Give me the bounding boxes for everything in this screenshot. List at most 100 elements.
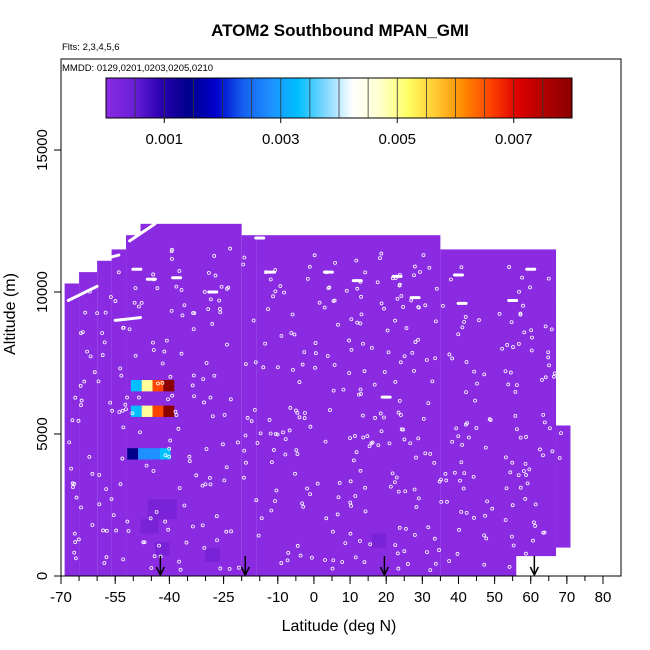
measurement-point: [331, 558, 336, 563]
x-tick-label-8: 30: [414, 589, 431, 606]
measurement-point: [184, 540, 189, 545]
measurement-point: [82, 379, 87, 384]
measurement-point: [167, 446, 172, 451]
measurement-point: [369, 441, 374, 446]
measurement-point: [509, 534, 514, 539]
measurement-point: [130, 411, 135, 416]
measurement-point: [358, 468, 363, 473]
measurement-point: [361, 435, 366, 440]
measurement-point: [522, 469, 526, 474]
x-tick-label-3: -25: [213, 589, 235, 606]
measurement-point: [225, 286, 229, 291]
measurement-point: [101, 528, 105, 533]
measurement-point: [402, 437, 407, 442]
measurement-point: [123, 402, 128, 407]
measurement-point: [132, 300, 137, 305]
flight-track-0: [66, 284, 99, 303]
highlight-cell-3-0: [141, 337, 186, 349]
measurement-point: [208, 482, 213, 487]
measurement-point: [410, 351, 415, 355]
measurement-point: [151, 340, 155, 345]
measurement-point: [513, 413, 518, 418]
measurement-point: [459, 460, 464, 465]
measurement-point: [70, 481, 75, 486]
measurement-point: [396, 489, 401, 494]
measurement-point: [138, 430, 142, 435]
measurement-point: [506, 382, 511, 387]
measurement-point: [160, 380, 165, 385]
measurement-point: [458, 478, 462, 483]
measurement-point: [109, 497, 114, 502]
measurement-point: [190, 383, 195, 388]
measurement-point: [78, 383, 83, 388]
measurement-point: [538, 447, 542, 452]
measurement-point: [225, 342, 229, 347]
no-data-gap-1: [516, 556, 560, 576]
measurement-point: [516, 341, 521, 346]
measurement-point: [163, 519, 168, 524]
measurement-point: [401, 305, 406, 309]
measurement-point: [428, 568, 433, 573]
measurement-point: [228, 246, 232, 251]
flight-track-2: [106, 253, 121, 260]
measurement-point: [475, 381, 479, 386]
measurement-point: [343, 541, 348, 546]
measurement-point: [520, 275, 524, 280]
measurement-point: [151, 348, 156, 352]
measurement-point: [412, 368, 416, 373]
measurement-point: [464, 390, 468, 395]
measurement-point: [437, 548, 441, 552]
measurement-point: [393, 379, 398, 384]
flight-marker-arrow-3: [529, 566, 540, 577]
y-axis-label: Altitude (m): [2, 273, 19, 355]
measurement-point: [312, 253, 317, 258]
x-tick-label-2: -40: [159, 589, 181, 606]
measurement-point: [255, 441, 260, 445]
measurement-point: [142, 540, 147, 545]
measurement-point: [408, 441, 413, 446]
measurement-point: [293, 471, 297, 476]
measurement-point: [242, 448, 247, 453]
measurement-point: [303, 411, 307, 415]
measurement-point: [510, 460, 515, 465]
measurement-point: [523, 461, 528, 466]
data-column-6: [241, 235, 257, 576]
measurement-point: [393, 543, 398, 548]
measurement-point: [425, 550, 429, 555]
measurement-point: [472, 369, 477, 374]
measurement-point: [191, 373, 196, 378]
darker-cell-0: [140, 519, 159, 534]
measurement-point: [335, 512, 340, 517]
measurement-point: [237, 565, 241, 570]
measurement-point: [168, 374, 173, 379]
measurement-point: [485, 499, 489, 504]
measurement-point: [157, 543, 161, 548]
measurement-point: [88, 354, 93, 359]
measurement-point: [454, 426, 459, 431]
measurement-point: [266, 307, 270, 312]
data-column-0: [64, 283, 80, 576]
measurement-point: [149, 566, 154, 570]
measurement-point: [180, 313, 185, 318]
flights-label: Flts: 2,3,4,5,6: [62, 42, 120, 53]
measurement-point: [177, 269, 182, 273]
measurement-point: [204, 447, 209, 451]
data-column-2: [97, 260, 112, 576]
measurement-point: [139, 300, 144, 305]
measurement-point: [348, 436, 352, 441]
measurement-point: [221, 442, 225, 447]
no-data-gap-2: [559, 547, 571, 576]
measurement-point: [104, 487, 109, 491]
measurement-point: [102, 561, 107, 565]
measurement-points: [66, 222, 564, 573]
measurement-point: [214, 514, 219, 519]
measurement-point: [382, 370, 387, 374]
measurement-point: [273, 499, 277, 503]
measurement-point: [511, 543, 516, 548]
measurement-point: [518, 485, 523, 490]
measurement-point: [156, 381, 160, 386]
measurement-point: [71, 485, 75, 490]
measurement-point: [452, 470, 457, 475]
flight-track-3: [128, 222, 157, 243]
highlight-cell-0-0: [130, 380, 142, 392]
